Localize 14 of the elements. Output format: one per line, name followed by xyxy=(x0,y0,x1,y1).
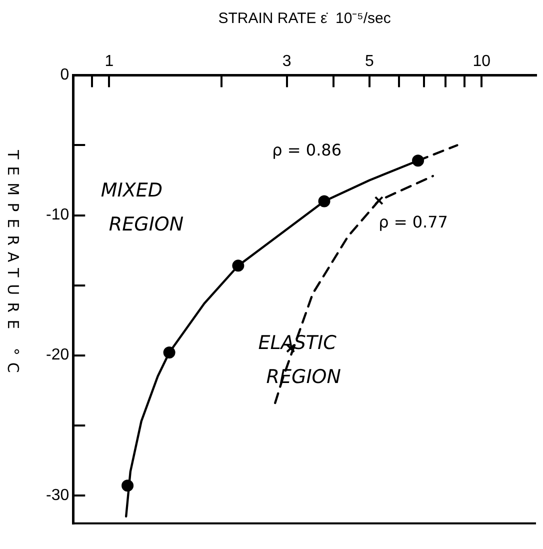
annotation: ρ = 0.77 xyxy=(378,212,448,232)
annotation: ρ = 0.86 xyxy=(272,140,342,160)
annotation: MIXED REGION xyxy=(100,180,184,236)
y-tick-label: -20 xyxy=(46,346,70,364)
x-tick-label: 10 xyxy=(472,53,491,70)
y-tick-label: -10 xyxy=(46,206,70,224)
y-tick-label: -30 xyxy=(46,486,70,504)
annotation: ELASTIC REGION xyxy=(258,332,341,388)
x-axis-title: STRAIN RATE ε̇ 10⁻⁵/sec xyxy=(218,10,392,28)
x-tick-label: 1 xyxy=(104,53,114,70)
x-tick-label: 3 xyxy=(282,53,292,70)
y-axis-title: TEMPERATURE °C xyxy=(4,150,22,380)
y-tick-label: 0 xyxy=(60,66,70,84)
x-tick-label: 5 xyxy=(365,53,374,70)
